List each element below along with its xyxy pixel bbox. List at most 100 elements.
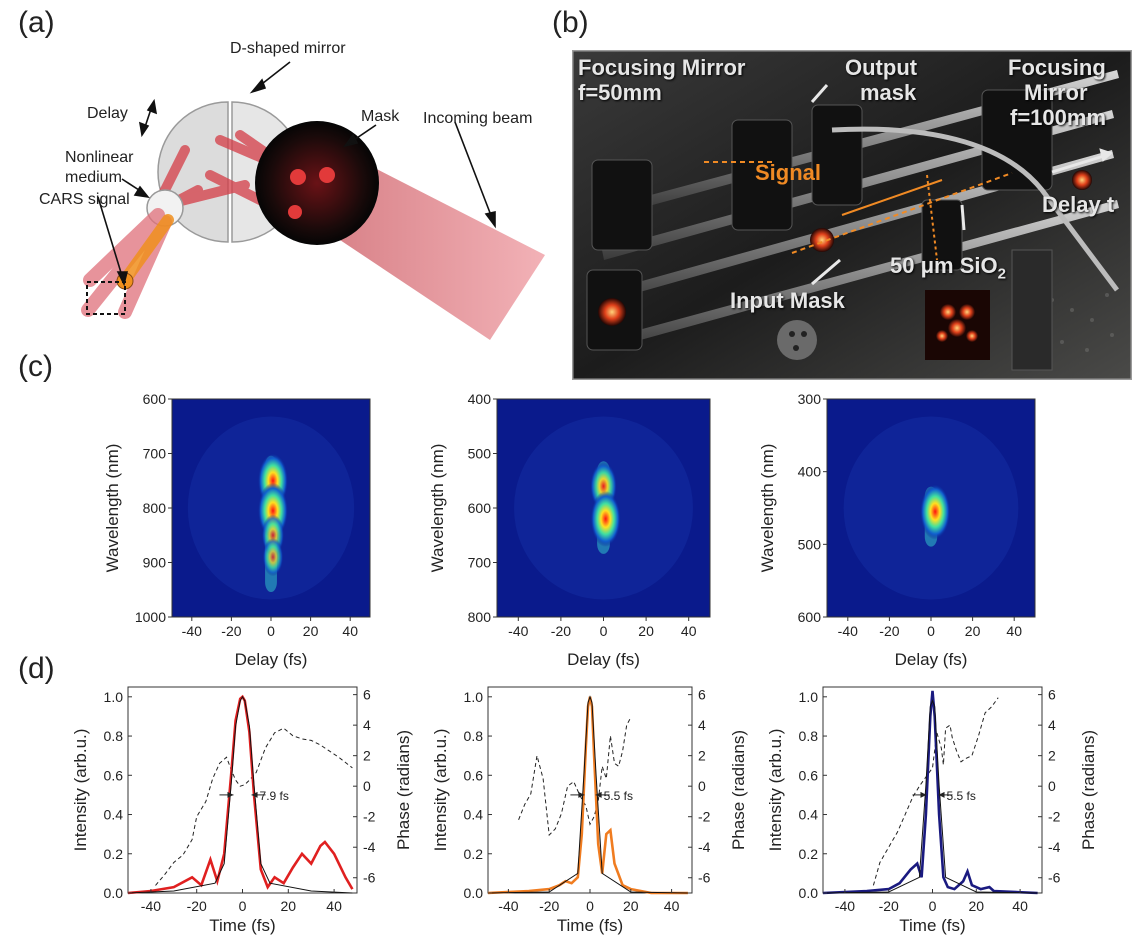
panel-label-a: (a) (18, 6, 55, 39)
x-tick-label: 20 (281, 898, 297, 914)
x-tick-label: 20 (969, 898, 985, 914)
y-tick-label: 0.2 (464, 846, 484, 862)
y2-tick-label: 0 (1048, 778, 1056, 794)
pulse-chart-2: 5.5 fs -40 -20 0 20 40 0.0 0.2 0.4 0.6 0.8 1.0 6 4 2 0-… (430, 675, 760, 947)
label-mask: Mask (361, 108, 400, 125)
y2-tick-label: 6 (1048, 687, 1056, 703)
pulse-svg-2: 5.5 fs-40 -20 0 20 400.00.20.40.60.81.0 6420-… (431, 686, 748, 935)
fwhm-arrowhead-left (578, 791, 585, 798)
y2-axis-label: Phase (radians) (394, 730, 413, 850)
heatmap-svg-3: -40 -20 0 20 40 300 400 500 600 Delay (fs) Wavelen… (758, 391, 1036, 669)
y-axis-label: Intensity (arb.u.) (766, 729, 785, 852)
label-medium: medium (65, 169, 122, 186)
y2-tick-label: 0 (698, 778, 706, 794)
heatmap-chart-3: -40 -20 0 20 40 300 400 500 600 Delay (fs) Wavelen… (745, 385, 1045, 670)
x-tick-label: -20 (551, 623, 571, 639)
fwhm-arrowhead-left (920, 791, 927, 798)
fwhm-arrowhead-left (227, 791, 234, 798)
heatmap-svg-2: -40 -20 0 20 40 400 500 600 700 800 Delay (fs) Wave… (428, 391, 711, 669)
x-tick-label: -40 (182, 623, 202, 639)
pulse-svg-3: 5.5 fs-40 -20 0 20 400.00.20.40.60.81.0 6420-… (766, 686, 1098, 935)
photo-label-sio2: 50 μm SiO2 (890, 253, 1006, 282)
y-tick-label: 0.4 (799, 807, 819, 823)
y-tick-label: 600 (143, 391, 167, 407)
x-axis-label: Time (fs) (209, 916, 275, 935)
intensity-line (487, 696, 688, 895)
fwhm-label: 5.5 fs (947, 789, 976, 803)
photo-label-output: Output (845, 55, 918, 80)
pulse-svg-1: 7.9 fs-40 -20 0 20 400.00.20.40.60.81.0 6420-… (71, 686, 413, 935)
x-tick-label: 20 (623, 898, 639, 914)
heatmap-hotspot (590, 490, 622, 547)
x-tick-label: -40 (508, 623, 528, 639)
x-tick-label: 0 (927, 623, 935, 639)
fwhm-arrowhead-right (251, 791, 258, 798)
cars-beam (119, 214, 174, 286)
x-tick-label: 0 (600, 623, 608, 639)
photo-drawing (570, 48, 1134, 382)
y-tick-label: 0.6 (104, 767, 124, 783)
y2-tick-label: -2 (698, 809, 711, 825)
x-tick-label: -20 (539, 898, 559, 914)
y-axis-label: Intensity (arb.u.) (71, 729, 90, 852)
y2-tick-label: -6 (363, 870, 376, 886)
panel-label-c: (c) (18, 350, 53, 383)
photo-label-sio2-main: 50 μm SiO (890, 253, 998, 278)
y-axis-label: Wavelength (nm) (758, 444, 777, 573)
y-tick-label: 0.4 (464, 807, 484, 823)
transform-limited-line (822, 699, 1038, 894)
pulse-chart-3: 5.5 fs -40 -20 0 20 40 0.0 0.2 0.4 0.6 0.8 1.0 6 4 2 0-… (765, 675, 1110, 947)
x-axis-label: Delay (fs) (235, 650, 308, 669)
y2-axis-label: Phase (radians) (729, 730, 748, 850)
y-tick-label: 0.2 (799, 846, 819, 862)
y-tick-label: 700 (468, 555, 492, 571)
mask-disk (255, 121, 379, 245)
y-tick-label: 400 (468, 391, 492, 407)
y-tick-label: 1.0 (104, 689, 124, 705)
mask-holes (288, 167, 335, 219)
y-tick-label: 0.0 (104, 885, 124, 901)
y-tick-label: 700 (143, 446, 167, 462)
y-tick-label: 0.6 (799, 767, 819, 783)
fwhm-label: 5.5 fs (604, 789, 633, 803)
x-tick-label: 20 (965, 623, 981, 639)
x-axis-label: Time (fs) (557, 916, 623, 935)
x-tick-label: 20 (638, 623, 654, 639)
y-tick-label: 400 (798, 464, 822, 480)
x-tick-label: 20 (303, 623, 319, 639)
y-tick-label: 800 (143, 500, 167, 516)
plot-frame (487, 686, 693, 894)
label-incoming-beam: Incoming beam (423, 110, 533, 127)
y2-tick-label: -4 (363, 839, 376, 855)
x-tick-label: -20 (187, 898, 207, 914)
label-cars-signal: CARS signal (39, 191, 130, 208)
x-tick-label: 0 (239, 898, 247, 914)
y2-tick-label: -2 (1048, 809, 1061, 825)
y-tick-label: 800 (468, 609, 492, 625)
intensity-line (127, 694, 354, 895)
heatmap-hotspot (262, 537, 284, 577)
output-beams (81, 208, 172, 319)
heatmap-chart-2: -40 -20 0 20 40 400 500 600 700 800 Delay (fs) Wave… (415, 385, 720, 670)
setup-photo (570, 48, 1134, 382)
y-tick-label: 600 (798, 609, 822, 625)
x-tick-label: 40 (664, 898, 680, 914)
x-tick-label: 40 (1012, 898, 1028, 914)
y-tick-label: 500 (798, 536, 822, 552)
heatmap-chart-1: -40 -20 0 20 40 600 700 800 900 1000 Delay (fs) Wav… (90, 385, 380, 670)
y-tick-label: 1.0 (799, 689, 819, 705)
y-tick-label: 0.0 (799, 885, 819, 901)
x-tick-label: 0 (586, 898, 594, 914)
y2-tick-label: -2 (363, 809, 376, 825)
heatmap-svg-1: -40 -20 0 20 40 600 700 800 900 1000 Delay (fs) Wav… (103, 391, 371, 669)
x-tick-label: -20 (879, 623, 899, 639)
y-tick-label: 0.8 (104, 728, 124, 744)
y-axis-label: Wavelength (nm) (428, 444, 447, 573)
x-tick-label: -40 (838, 623, 858, 639)
y2-tick-label: -6 (1048, 870, 1061, 886)
y-tick-label: 600 (468, 500, 492, 516)
label-delay: Delay (87, 105, 128, 122)
y2-tick-label: 2 (698, 748, 706, 764)
panel-label-b: (b) (552, 6, 589, 39)
photo-label-f50: f=50mm (578, 80, 662, 105)
